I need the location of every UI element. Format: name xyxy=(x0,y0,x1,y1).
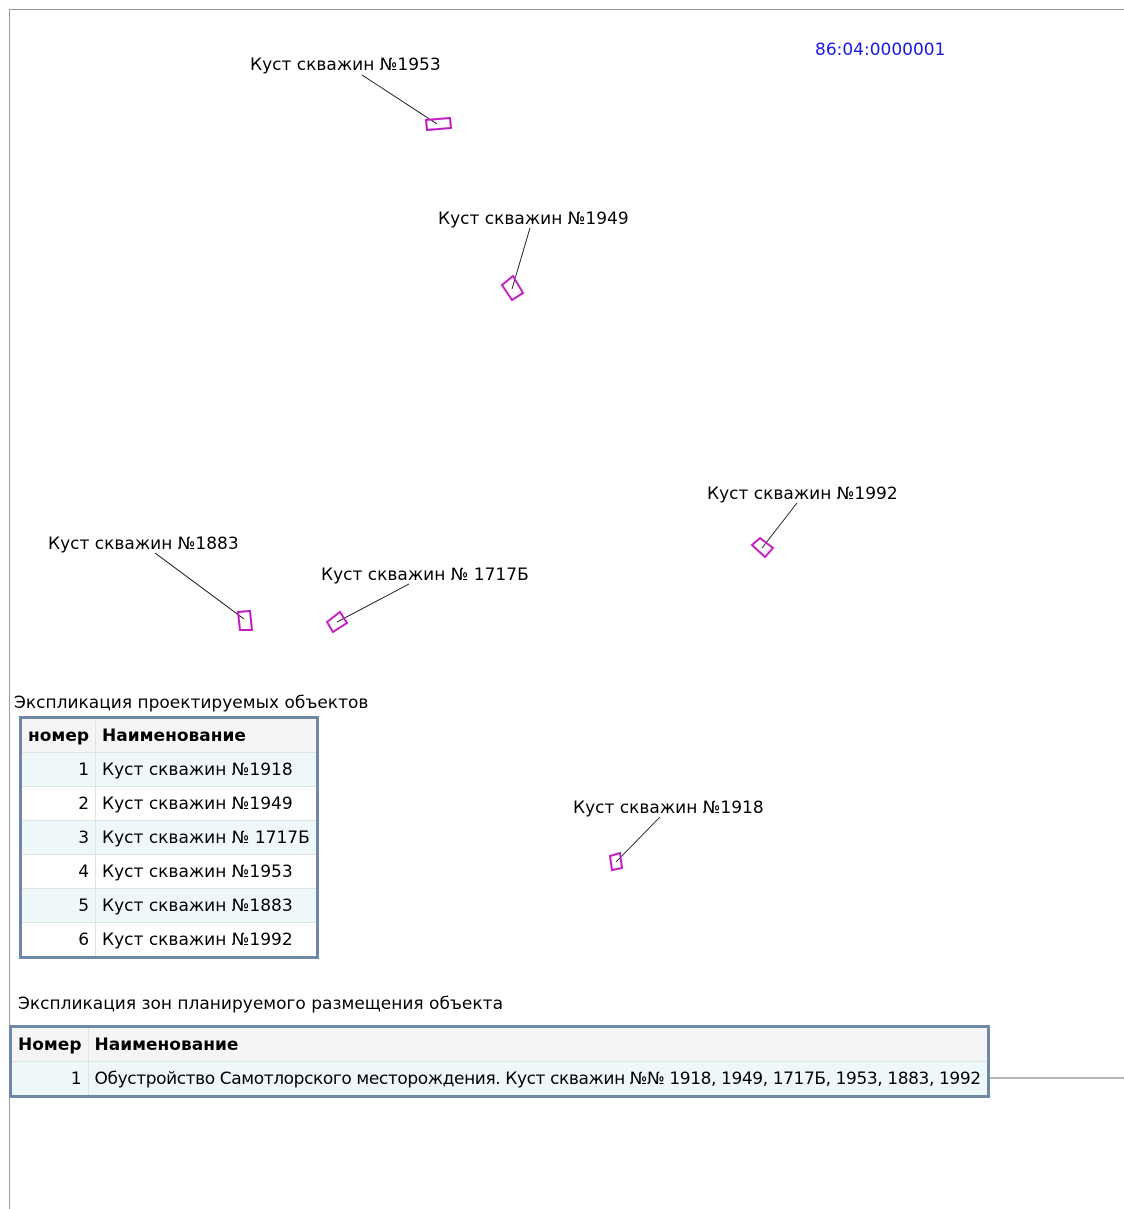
table-row: 4 Куст скважин №1953 xyxy=(20,854,318,889)
map-frame xyxy=(9,9,1124,1209)
leader-line-1883 xyxy=(154,552,245,620)
label-well-pad-1883: Куст скважин №1883 xyxy=(48,534,239,554)
well-pad-1717b[interactable] xyxy=(325,610,349,634)
row-name: Куст скважин №1949 xyxy=(95,786,318,821)
zones-table-caption: Экспликация зон планируемого размещения … xyxy=(18,994,503,1014)
label-well-pad-1717b: Куст скважин № 1717Б xyxy=(321,565,529,585)
well-pad-1992[interactable] xyxy=(750,536,775,559)
label-well-pad-1953: Куст скважин №1953 xyxy=(250,55,441,75)
row-number: 2 xyxy=(20,786,97,821)
well-pad-1953[interactable] xyxy=(424,116,453,132)
row-number: 5 xyxy=(20,888,97,923)
row-number: 1 xyxy=(20,752,97,787)
leader-line-1918 xyxy=(615,816,661,863)
column-header-name: Наименование xyxy=(88,1026,989,1062)
row-name: Куст скважин №1992 xyxy=(95,922,318,958)
table-row: 1 Куст скважин №1918 xyxy=(20,752,318,787)
map-canvas[interactable] xyxy=(0,0,1124,1095)
table-header-row: Номер Наименование xyxy=(10,1026,989,1062)
row-number: 1 xyxy=(10,1061,89,1097)
row-name: Куст скважин №1883 xyxy=(95,888,318,923)
table-row: 5 Куст скважин №1883 xyxy=(20,888,318,923)
table-row: 2 Куст скважин №1949 xyxy=(20,786,318,821)
objects-table: номер Наименование 1 Куст скважин №1918 … xyxy=(19,716,319,959)
row-name: Куст скважин № 1717Б xyxy=(95,820,318,855)
leader-line-1717b xyxy=(336,583,410,623)
label-well-pad-1992: Куст скважин №1992 xyxy=(707,484,898,504)
row-name: Куст скважин №1918 xyxy=(95,752,318,787)
zones-table: Номер Наименование 1 Обустройство Самотл… xyxy=(9,1025,990,1098)
table-header-row: номер Наименование xyxy=(20,717,318,753)
leader-line-1992 xyxy=(761,502,798,549)
column-header-name: Наименование xyxy=(95,717,318,753)
well-pad-1883[interactable] xyxy=(236,609,254,631)
row-name: Обустройство Самотлорского месторождения… xyxy=(88,1061,989,1097)
label-well-pad-1949: Куст скважин №1949 xyxy=(438,209,629,229)
table-row: 6 Куст скважин №1992 xyxy=(20,922,318,958)
row-number: 3 xyxy=(20,820,97,855)
leader-line-1953 xyxy=(361,74,438,125)
row-number: 6 xyxy=(20,922,97,958)
label-well-pad-1918: Куст скважин №1918 xyxy=(573,798,764,818)
table-row: 3 Куст скважин № 1717Б xyxy=(20,820,318,855)
objects-table-caption: Экспликация проектируемых объектов xyxy=(14,693,369,713)
row-number: 4 xyxy=(20,854,97,889)
row-name: Куст скважин №1953 xyxy=(95,854,318,889)
column-header-number: номер xyxy=(20,717,97,753)
well-pad-1918[interactable] xyxy=(608,851,624,872)
table-row: 1 Обустройство Самотлорского месторожден… xyxy=(10,1061,989,1097)
cadastral-number: 86:04:0000001 xyxy=(815,40,946,60)
column-header-number: Номер xyxy=(10,1026,89,1062)
well-pad-1949[interactable] xyxy=(500,274,525,302)
